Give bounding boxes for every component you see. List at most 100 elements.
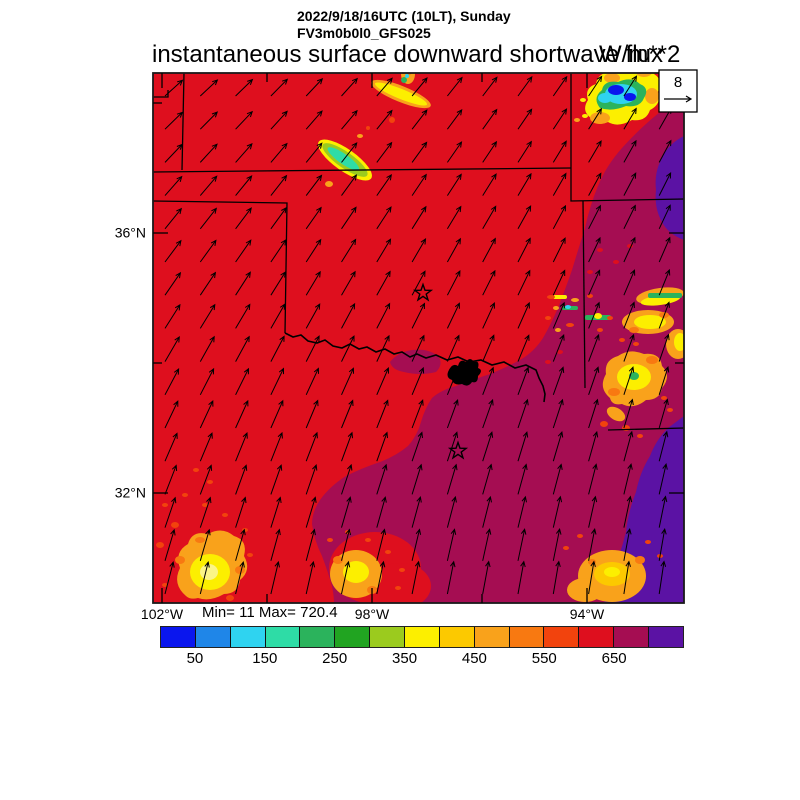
wind-arrow (270, 335, 285, 362)
wind-arrow (446, 302, 460, 329)
wind-arrow (658, 139, 672, 163)
wind-arrow (270, 560, 280, 595)
wind-arrow (341, 206, 357, 230)
wind-arrow (482, 108, 498, 130)
wind-arrow (482, 302, 495, 329)
wind-arrow (482, 398, 494, 429)
wind-arrow (341, 463, 353, 495)
wind-arrow (447, 76, 463, 97)
wind-arrow (376, 334, 390, 362)
wind-arrow (411, 463, 423, 495)
wind-arrow (658, 560, 667, 595)
units-label: W/m**2 (599, 41, 681, 68)
wind-arrow (270, 206, 287, 230)
wind-arrow (411, 431, 423, 462)
wind-arrow (658, 236, 671, 263)
wind-arrow (199, 400, 214, 429)
wind-arrow (164, 496, 177, 528)
wind-arrow (552, 560, 561, 595)
wind-arrow (376, 141, 393, 163)
wind-arrow (164, 561, 175, 595)
wind-arrow (341, 335, 355, 362)
wind-arrow (305, 463, 318, 495)
wind-arrow (235, 399, 249, 429)
wind-arrow (552, 495, 563, 528)
wind-arrow (305, 270, 321, 296)
wind-arrow (623, 333, 635, 362)
wind-arrow (517, 463, 528, 495)
wind-arrow (411, 270, 426, 296)
axis-ticks (153, 73, 684, 603)
wind-arrow (658, 527, 667, 561)
wind-arrow (658, 430, 669, 462)
wind-arrow (305, 303, 321, 329)
wind-arrow (235, 303, 251, 329)
wind-arrow (305, 174, 323, 196)
wind-arrow (270, 110, 288, 130)
wind-arrow (341, 399, 354, 429)
wind-arrow (623, 527, 632, 561)
star-marker (447, 440, 469, 460)
wind-arrow (658, 398, 669, 429)
wind-arrow (658, 268, 671, 296)
wind-arrow (517, 140, 532, 163)
wind-arrow (446, 398, 459, 429)
wind-arrow (270, 431, 283, 462)
wind-arrow (517, 560, 526, 595)
colorbar-tick-label: 650 (601, 650, 627, 667)
wind-arrow (658, 171, 672, 196)
wind-arrows (164, 75, 672, 595)
wind-arrow (199, 432, 213, 462)
wind-arrow (341, 431, 353, 462)
lon-label: 102°W (140, 606, 184, 622)
wind-arrow (411, 302, 426, 329)
wind-reference-arrow-icon (664, 95, 693, 103)
colorbar-segment (405, 627, 440, 647)
wind-arrow (446, 560, 456, 595)
wind-arrow (199, 560, 210, 595)
colorbar-segment (195, 627, 231, 647)
wind-arrow (164, 400, 179, 429)
wind-arrow (588, 398, 599, 429)
colorbar-segment (614, 627, 650, 647)
colorbar-segment (509, 627, 545, 647)
wind-arrow (623, 236, 636, 263)
wind-arrow (341, 238, 357, 263)
wind-arrow (411, 141, 428, 163)
wind-arrow (517, 76, 533, 97)
wind-arrow (552, 463, 563, 495)
wind-arrow (446, 173, 462, 196)
wind-arrow (199, 464, 213, 495)
star-marker (412, 282, 434, 302)
wind-arrow (482, 173, 497, 196)
wind-arrow (482, 140, 498, 163)
wind-arrow (235, 528, 246, 561)
wind-arrow (588, 366, 600, 395)
wind-arrow (235, 496, 247, 528)
wind-arrow (588, 204, 601, 230)
wind-arrow (482, 495, 492, 528)
wind-arrow (341, 270, 356, 296)
wind-arrow (446, 463, 458, 495)
wind-arrow (552, 108, 568, 130)
colorbar-segment (265, 627, 301, 647)
colorbar-tick-label: 150 (252, 650, 278, 667)
wind-arrow (235, 143, 253, 163)
wind-arrow (376, 528, 387, 561)
wind-arrow (341, 109, 358, 130)
colorbar-tick-label: 450 (461, 650, 487, 667)
wind-arrow (552, 204, 567, 230)
wind-arrow (588, 430, 599, 462)
wind-arrow (164, 368, 180, 396)
wind-arrow (552, 334, 565, 362)
wind-arrow (376, 560, 386, 595)
wind-arrow (305, 431, 318, 462)
wind-arrow (164, 271, 182, 296)
wind-arrow (305, 496, 317, 528)
wind-arrow (376, 109, 393, 130)
colorbar-segment (161, 627, 196, 647)
wind-arrow (235, 78, 254, 97)
wind-arrow (658, 463, 668, 495)
wind-arrow (305, 335, 320, 362)
wind-arrow (623, 172, 637, 196)
